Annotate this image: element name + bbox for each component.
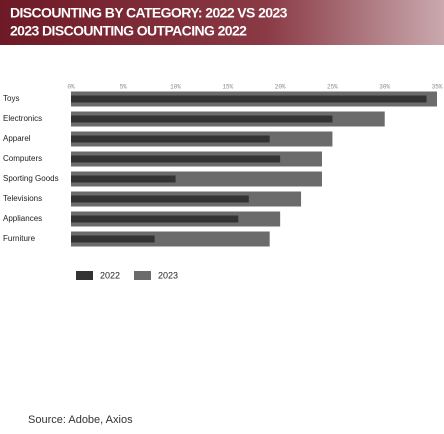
bar <box>71 215 239 223</box>
legend-label: 2023 <box>158 270 178 280</box>
legend-swatch <box>76 271 93 280</box>
source: Source: Adobe, Axios <box>28 414 133 426</box>
bar <box>71 231 270 247</box>
chart-title: DISCOUNTING BY CATEGORY: 2022 VS 2023 <box>10 5 288 21</box>
legend-label: 2022 <box>100 270 120 280</box>
bar <box>71 95 427 103</box>
bar <box>71 195 249 203</box>
category-label: Electronics <box>3 114 42 123</box>
bar <box>71 171 322 187</box>
category-label: Televisions <box>3 194 42 203</box>
header-band <box>0 0 444 45</box>
chart-subtitle: 2023 DISCOUNTING OUTPACING 2022 <box>10 23 247 39</box>
category-label: Apparel <box>3 134 31 143</box>
x-tick-label: 25% <box>327 84 338 91</box>
x-tick-label: 10% <box>170 84 181 91</box>
category-label: Furniture <box>3 234 36 243</box>
x-tick-label: 20% <box>275 84 286 91</box>
x-tick-label: 30% <box>379 84 390 91</box>
legend-swatch <box>134 271 151 280</box>
category-label: Appliances <box>3 214 42 223</box>
category-label: Sporting Goods <box>3 174 59 183</box>
bar <box>71 155 281 163</box>
bar <box>71 115 333 123</box>
bar <box>71 235 155 243</box>
x-tick-label: 35% <box>432 84 443 91</box>
x-tick-label: 5% <box>120 84 128 91</box>
x-tick-label: 15% <box>222 84 233 91</box>
category-label: Toys <box>3 94 19 103</box>
x-tick-label: 0% <box>67 84 75 91</box>
bar <box>71 135 270 143</box>
category-label: Computers <box>3 154 42 163</box>
bar <box>71 175 176 183</box>
